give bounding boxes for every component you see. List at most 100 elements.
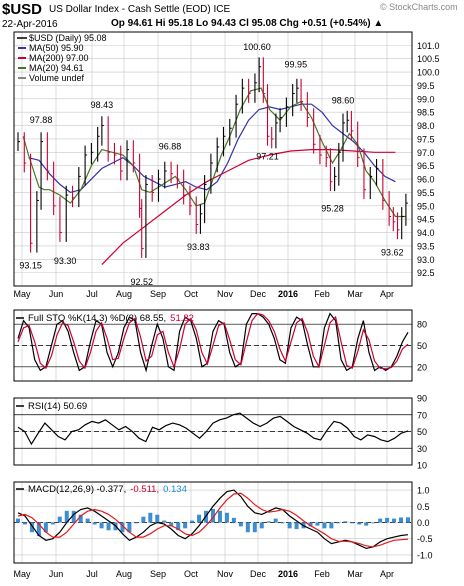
x-tick-label: Aug (116, 569, 132, 579)
y-tick-label: 99.5 (417, 81, 435, 91)
price-annotation: 93.30 (54, 256, 77, 266)
panel-frame (13, 31, 413, 287)
x-tick-label: Jun (49, 289, 64, 299)
macd-histogram-bar (217, 510, 222, 523)
price-annotation: 98.43 (91, 100, 114, 110)
macd-histogram-bar (280, 522, 285, 524)
macd-histogram-bar (50, 522, 55, 525)
x-tick-label: Jul (86, 569, 98, 579)
macd-histogram-bar (29, 522, 34, 533)
price-annotation: 99.95 (285, 59, 308, 69)
x-tick-label: 2016 (278, 289, 298, 299)
macd-histogram-bar (231, 517, 236, 523)
price-annotation: 96.88 (159, 142, 182, 152)
macd-histogram-bar (169, 522, 174, 527)
x-tick-label: Sep (150, 569, 166, 579)
symbol-label: $USD (2, 1, 43, 18)
macd-histogram-bar (364, 522, 369, 526)
x-tick-label: Sep (150, 289, 166, 299)
macd-histogram-bar (224, 512, 229, 523)
price-annotation: 92.52 (130, 277, 153, 287)
price-annotation: 93.15 (19, 260, 42, 270)
legend-label: Full STO %K(14,3) %D(3) 68.55, (28, 313, 166, 324)
y-tick-label: 94.0 (417, 228, 435, 238)
y-tick-label: -1.0 (417, 550, 433, 560)
macd-histogram-bar (99, 522, 104, 529)
price-annotation: 98.60 (332, 96, 355, 106)
indicator-line (17, 492, 409, 548)
price-annotation: 100.60 (243, 42, 271, 52)
y-tick-label: 100.0 (417, 68, 440, 78)
macd-histogram-bar (57, 516, 62, 523)
x-tick-label: Aug (116, 289, 132, 299)
y-tick-label: 97.0 (417, 148, 435, 158)
quote-summary: Op 94.61 Hi 95.18 Lo 94.43 Cl 95.08 Chg … (111, 18, 384, 29)
x-tick-label: Jun (49, 569, 64, 579)
x-tick-label: Feb (314, 289, 330, 299)
macd-histogram-bar (148, 512, 153, 523)
macd-histogram-bar (273, 518, 278, 523)
y-tick-label: 96.5 (417, 161, 435, 171)
x-tick-label: Jul (86, 289, 98, 299)
macd-histogram-bar (287, 522, 292, 529)
x-tick-label: Dec (250, 289, 267, 299)
y-tick-label: 1.0 (417, 486, 430, 496)
legend-label: MA(50) 95.90 (29, 43, 84, 53)
macd-histogram-bar (392, 518, 397, 523)
y-tick-label: 70 (417, 410, 427, 420)
macd-histogram-bar (329, 522, 334, 529)
y-tick-label: 10 (417, 461, 427, 471)
macd-histogram-bar (378, 518, 383, 523)
macd-histogram-bar (183, 522, 188, 529)
date-label: 22-Apr-2016 (2, 19, 58, 30)
ma-line (28, 103, 396, 194)
macd-histogram-bar (22, 522, 27, 525)
macd-histogram-bar (336, 522, 341, 524)
macd-histogram-bar (350, 522, 355, 524)
macd-histogram-bar (190, 520, 195, 523)
macd-histogram-bar (322, 522, 327, 529)
y-tick-label: 98.0 (417, 121, 435, 131)
y-tick-label: 96.0 (417, 175, 435, 185)
y-tick-label: 100.5 (417, 54, 440, 64)
copyright-label: © StockCharts.com (380, 2, 458, 12)
y-tick-label: 94.5 (417, 215, 435, 225)
x-tick-label: Apr (380, 569, 394, 579)
macd-histogram-bar (406, 517, 410, 523)
macd-histogram-bar (106, 522, 111, 531)
macd-histogram-bar (162, 520, 167, 523)
x-tick-label: May (13, 289, 31, 299)
x-tick-label: Dec (250, 569, 267, 579)
macd-histogram-bar (155, 514, 160, 523)
x-tick-label: Oct (184, 289, 199, 299)
macd-histogram-bar (43, 522, 48, 533)
x-tick-label: Nov (217, 289, 234, 299)
macd-histogram-bar (399, 517, 404, 523)
x-tick-label: Mar (347, 569, 363, 579)
y-tick-label: 80 (417, 320, 427, 330)
macd-histogram-bar (266, 521, 271, 523)
macd-histogram-bar (134, 522, 139, 524)
y-tick-label: 92.5 (417, 268, 435, 278)
x-tick-label: Nov (217, 569, 234, 579)
macd-histogram-bar (211, 508, 215, 523)
legend-label: $USD (Daily) 95.08 (29, 33, 107, 43)
macd-histogram-bar (176, 522, 181, 531)
indicator-line (17, 312, 409, 373)
y-tick-label: 20 (417, 362, 427, 372)
price-annotation: 95.28 (321, 203, 344, 213)
price-annotation: 97.21 (256, 152, 279, 162)
macd-histogram-bar (141, 516, 146, 523)
macd-histogram-bar (127, 522, 132, 533)
indicator-line (17, 412, 409, 446)
macd-histogram-bar (259, 522, 264, 529)
y-tick-label: 0.5 (417, 502, 430, 512)
macd-histogram-bar (371, 522, 376, 524)
y-tick-label: 50 (417, 341, 427, 351)
legend-label: MA(20) 94.61 (29, 63, 84, 73)
macd-histogram-bar (71, 510, 76, 523)
price-annotation: 93.83 (187, 242, 210, 252)
macd-histogram-bar (385, 517, 390, 523)
x-tick-label: Oct (184, 569, 199, 579)
y-tick-label: 30 (417, 444, 427, 454)
